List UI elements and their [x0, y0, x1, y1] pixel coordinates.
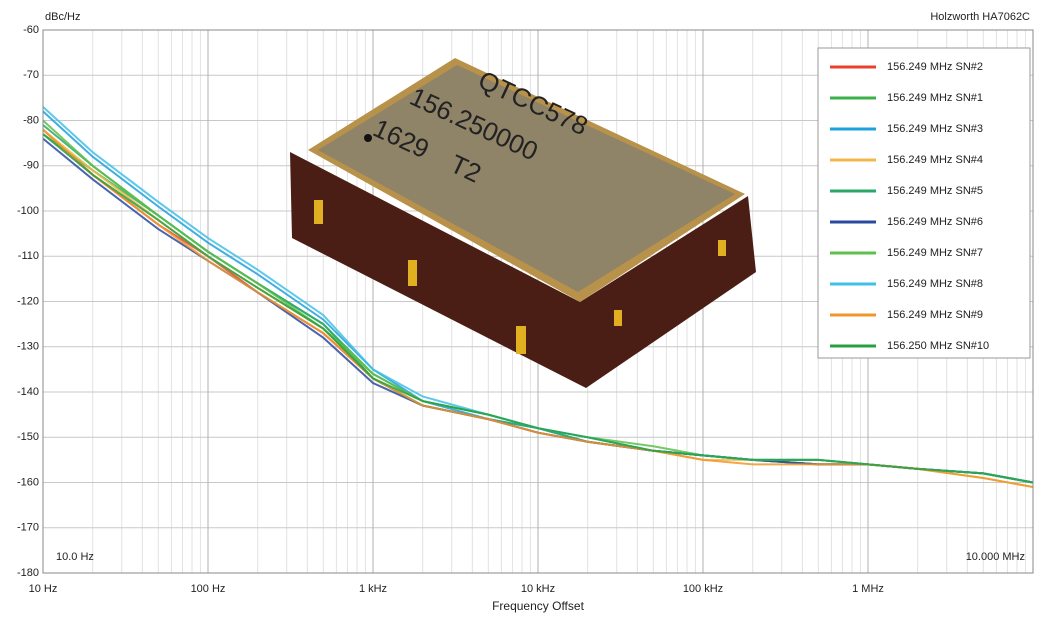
- legend-label: 156.249 MHz SN#1: [887, 92, 983, 104]
- stop-label: 10.000 MHz: [966, 551, 1025, 563]
- x-tick-label: 100 kHz: [683, 583, 723, 595]
- legend-label: 156.249 MHz SN#8: [887, 278, 983, 290]
- pad: [314, 200, 323, 224]
- legend-box: [817, 47, 1031, 359]
- lines: [42, 106, 1034, 488]
- pin1-dot: [364, 134, 372, 142]
- y-axis-label: dBc/Hz: [45, 11, 80, 23]
- series-line: [42, 133, 1034, 484]
- y-tick-label: -150: [17, 431, 39, 443]
- legend-label: 156.249 MHz SN#6: [887, 216, 983, 228]
- y-tick-label: -180: [17, 567, 39, 579]
- x-tick-label: 1 MHz: [852, 583, 884, 595]
- x-tick-label: 10 kHz: [521, 583, 555, 595]
- y-tick-label: -170: [17, 522, 39, 534]
- y-tick-label: -70: [23, 69, 39, 81]
- x-tick-label: 10 Hz: [29, 583, 58, 595]
- chart-title: Holzworth HA7062C: [930, 11, 1030, 23]
- pad: [614, 310, 622, 326]
- legend-label: 156.249 MHz SN#5: [887, 185, 983, 197]
- y-tick-label: -100: [17, 205, 39, 217]
- y-tick-label: -80: [23, 114, 39, 126]
- y-tick-label: -120: [17, 295, 39, 307]
- start-label: 10.0 Hz: [56, 551, 94, 563]
- legend: 156.249 MHz SN#2 156.249 MHz SN#1 156.249 …: [817, 47, 1031, 359]
- y-tick-label: -90: [23, 160, 39, 172]
- package-lid: [318, 65, 735, 292]
- legend-label: 156.249 MHz SN#2: [887, 61, 983, 73]
- legend-label: 156.249 MHz SN#3: [887, 123, 983, 135]
- y-tick-label: -160: [17, 476, 39, 488]
- y-tick-label: -110: [18, 250, 39, 262]
- legend-label: 156.249 MHz SN#9: [887, 309, 983, 321]
- x-tick-label: 100 Hz: [191, 583, 226, 595]
- x-axis-label: Frequency Offset: [492, 599, 584, 613]
- pad: [408, 260, 417, 286]
- y-tick-label: -60: [23, 24, 39, 36]
- package-side: [290, 152, 756, 388]
- pad: [718, 240, 726, 256]
- legend-label: 156.249 MHz SN#7: [887, 247, 983, 259]
- legend-label: 156.250 MHz SN#10: [887, 340, 989, 352]
- legend-label: 156.249 MHz SN#4: [887, 154, 983, 166]
- pad: [516, 326, 526, 354]
- y-tick-label: -130: [17, 341, 39, 353]
- y-tick-label: -140: [17, 386, 39, 398]
- plot-frame: [42, 29, 1034, 574]
- x-tick-label: 1 kHz: [359, 583, 387, 595]
